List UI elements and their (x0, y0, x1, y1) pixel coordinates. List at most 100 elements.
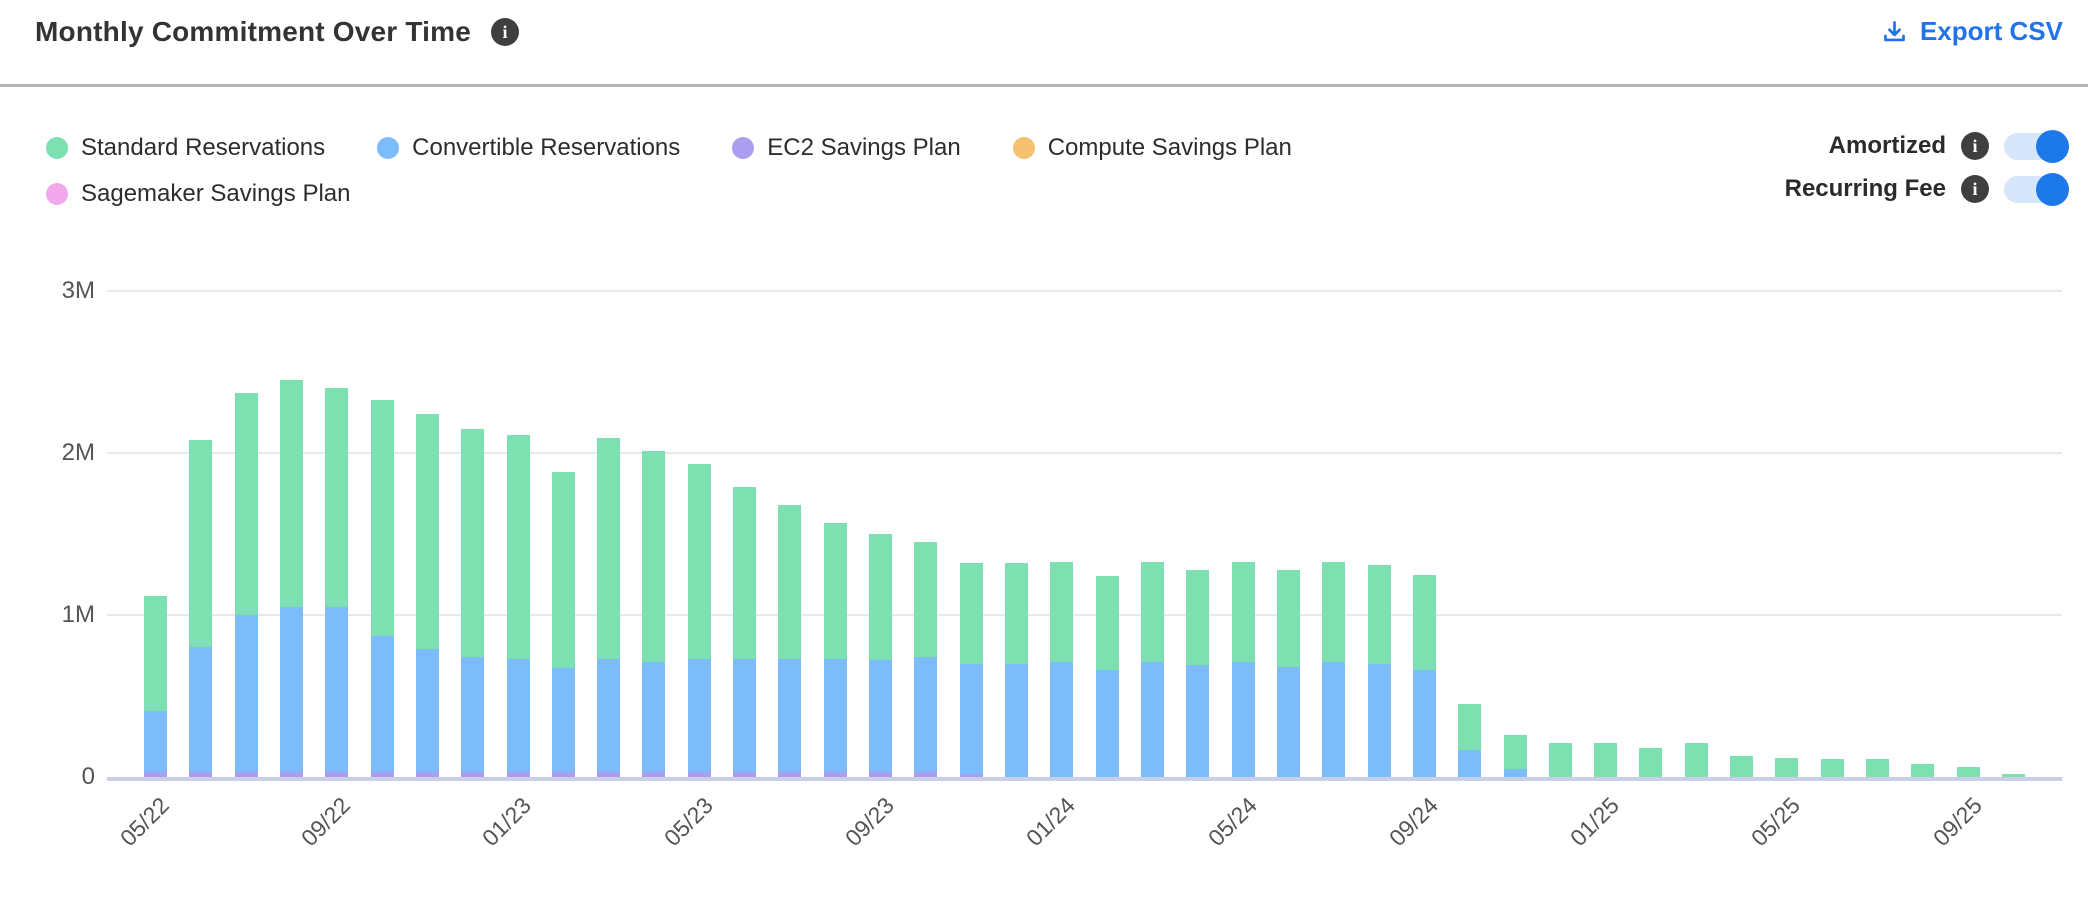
bar-segment-ec2-savings-plan (687, 772, 711, 777)
bar-segment-standard-reservations (1684, 743, 1708, 777)
bar-segment-ec2-savings-plan (959, 773, 983, 777)
bar-segment-convertible-reservations (1095, 670, 1119, 777)
bar-segment-ec2-savings-plan (733, 772, 757, 777)
bar-12/23[interactable] (1005, 563, 1029, 777)
bar-01/25[interactable] (1594, 743, 1618, 777)
bar-10/24[interactable] (1458, 704, 1482, 777)
bar-segment-standard-reservations (823, 522, 847, 659)
toggle-knob (2036, 129, 2069, 163)
bar-segment-standard-reservations (778, 504, 802, 659)
bar-04/25[interactable] (1730, 755, 1754, 777)
bar-08/22[interactable] (279, 380, 303, 777)
bar-09/24[interactable] (1412, 574, 1436, 777)
bar-08/23[interactable] (823, 522, 847, 777)
legend-item[interactable]: EC2 Savings Plan (732, 134, 961, 162)
header-divider (0, 84, 2088, 87)
bar-11/22[interactable] (415, 414, 439, 777)
x-axis-tick-label: 09/23 (839, 792, 899, 852)
legend-dot-icon (377, 137, 400, 159)
bar-segment-standard-reservations (1730, 755, 1754, 777)
bar-segment-convertible-reservations (1186, 665, 1210, 777)
bar-segment-convertible-reservations (415, 649, 439, 773)
bar-09/25[interactable] (1956, 767, 1980, 777)
bar-02/25[interactable] (1639, 747, 1663, 777)
bar-segment-standard-reservations (1639, 747, 1663, 777)
bar-segment-convertible-reservations (1367, 663, 1391, 777)
bar-06/25[interactable] (1820, 759, 1844, 777)
bar-05/24[interactable] (1231, 561, 1255, 777)
bar-11/23[interactable] (959, 563, 983, 777)
bar-10/22[interactable] (370, 399, 394, 777)
bar-segment-standard-reservations (189, 440, 213, 648)
toggle-switch-recurring-fee[interactable] (2004, 172, 2069, 206)
bar-02/23[interactable] (551, 472, 575, 777)
bar-08/25[interactable] (1911, 764, 1935, 777)
bar-segment-convertible-reservations (597, 658, 621, 773)
bar-10/23[interactable] (914, 542, 938, 777)
bar-segment-ec2-savings-plan (551, 772, 575, 777)
bar-segment-convertible-reservations (1412, 670, 1436, 777)
toggle-row: Amortized i (1785, 129, 2069, 163)
chart-legend: Standard Reservations Convertible Reserva… (46, 134, 1466, 208)
bar-09/22[interactable] (325, 388, 349, 777)
bar-06/23[interactable] (733, 487, 757, 777)
bar-05/22[interactable] (144, 595, 167, 777)
bar-segment-convertible-reservations (1005, 663, 1029, 777)
bar-segment-ec2-savings-plan (144, 772, 167, 777)
y-axis-tick-label: 3M (61, 277, 95, 304)
bar-03/25[interactable] (1684, 743, 1708, 777)
legend-item[interactable]: Convertible Reservations (377, 134, 680, 162)
bar-03/24[interactable] (1140, 561, 1164, 777)
bar-segment-convertible-reservations (1231, 662, 1255, 777)
bar-segment-ec2-savings-plan (370, 772, 394, 777)
bar-segment-ec2-savings-plan (234, 772, 258, 777)
toggle-info-icon[interactable]: i (1961, 132, 1989, 160)
bar-09/23[interactable] (869, 533, 893, 777)
bar-07/25[interactable] (1866, 759, 1890, 777)
legend-item[interactable]: Compute Savings Plan (1012, 134, 1292, 162)
bar-segment-convertible-reservations (189, 647, 213, 773)
toggle-row: Recurring Fee i (1785, 172, 2069, 206)
download-icon (1881, 18, 1908, 45)
bar-05/25[interactable] (1775, 757, 1799, 777)
bar-segment-standard-reservations (415, 414, 439, 650)
legend-dot-icon (46, 183, 68, 205)
toggle-info-icon[interactable]: i (1961, 175, 1989, 203)
bar-08/24[interactable] (1367, 564, 1391, 777)
bar-06/22[interactable] (189, 440, 213, 777)
bar-04/24[interactable] (1186, 569, 1210, 777)
bar-11/24[interactable] (1503, 734, 1527, 777)
x-axis-tick-label: 05/25 (1746, 792, 1806, 852)
bar-01/23[interactable] (506, 435, 530, 777)
bar-segment-convertible-reservations (551, 668, 575, 773)
x-axis-tick-label: 09/25 (1927, 792, 1987, 852)
bar-segment-ec2-savings-plan (461, 772, 485, 777)
bar-segment-standard-reservations (687, 464, 711, 659)
bar-04/23[interactable] (642, 451, 666, 777)
bar-07/23[interactable] (778, 504, 802, 777)
bar-06/24[interactable] (1276, 569, 1300, 777)
bar-07/24[interactable] (1322, 561, 1346, 777)
legend-item[interactable]: Standard Reservations (46, 134, 325, 162)
title-info-icon[interactable]: i (491, 18, 520, 46)
bar-12/24[interactable] (1548, 743, 1572, 777)
toggle-knob (2036, 172, 2069, 206)
chart-toggles: Amortized i Recurring Fee i (1785, 129, 2069, 206)
bar-12/22[interactable] (461, 428, 485, 777)
legend-item[interactable]: Sagemaker Savings Plan (46, 180, 350, 208)
bar-03/23[interactable] (597, 438, 621, 777)
bar-01/24[interactable] (1050, 561, 1074, 777)
export-csv-button[interactable]: Export CSV (1881, 16, 2063, 47)
toggle-switch-amortized[interactable] (2004, 129, 2069, 163)
bar-10/25[interactable] (2002, 773, 2025, 777)
bar-segment-standard-reservations (370, 399, 394, 637)
header: Monthly Commitment Over Time i Export CS… (0, 0, 2088, 87)
legend-dot-icon (732, 137, 755, 159)
bar-02/24[interactable] (1095, 576, 1119, 777)
bar-segment-standard-reservations (1820, 759, 1844, 777)
bar-segment-standard-reservations (325, 388, 349, 607)
legend-label: EC2 Savings Plan (767, 134, 961, 161)
bar-05/23[interactable] (687, 464, 711, 777)
bar-07/22[interactable] (234, 393, 258, 777)
